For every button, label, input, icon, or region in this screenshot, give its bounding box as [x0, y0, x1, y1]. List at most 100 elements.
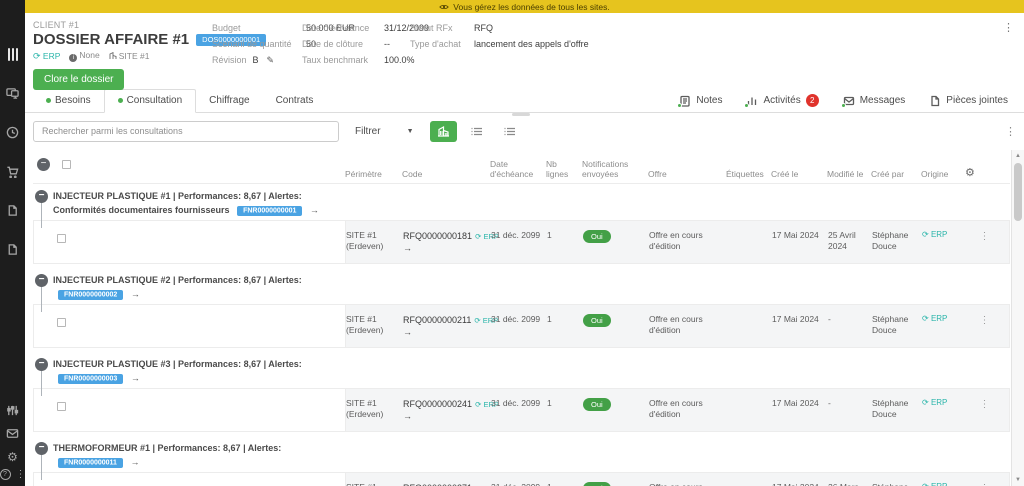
- cell-nb-lignes: 1: [547, 398, 583, 431]
- cell-etiquettes: [727, 398, 772, 431]
- header-more-icon[interactable]: ⋮: [1003, 21, 1014, 34]
- row-more-icon[interactable]: ⋮: [966, 314, 1009, 347]
- group-header: − THERMOFORMEUR #1 | Performances: 8,67 …: [33, 439, 355, 472]
- mail-icon[interactable]: [6, 427, 19, 440]
- more-icon[interactable]: ⋮: [16, 469, 26, 480]
- app-window: ⚙ ? ⋮ Vous gérez les données de tous les…: [0, 0, 1024, 486]
- oui-badge: Oui: [583, 482, 611, 486]
- col-etiquettes[interactable]: Étiquettes: [726, 169, 771, 179]
- document-icon[interactable]: [6, 243, 19, 256]
- select-all-checkbox[interactable]: [62, 160, 71, 169]
- open-row-arrow-icon[interactable]: →: [403, 242, 485, 254]
- tab-consultation[interactable]: Consultation: [104, 89, 197, 113]
- document-icon[interactable]: [6, 204, 19, 217]
- scroll-up-icon[interactable]: ▲: [1012, 150, 1024, 162]
- cell-echeance: 31 déc. 2099: [491, 314, 547, 347]
- tab-chiffrage[interactable]: Chiffrage: [196, 90, 262, 112]
- filter-dropdown[interactable]: Filtrer▼: [355, 126, 414, 137]
- cell-code: RFQ0000000241⟳ ERP →: [403, 398, 491, 431]
- cell-notifications: Oui: [583, 230, 649, 263]
- activites-button[interactable]: Activités 2: [746, 94, 818, 107]
- rfq-code-link[interactable]: RFQ0000000211: [403, 315, 471, 325]
- open-row-arrow-icon[interactable]: →: [403, 326, 485, 338]
- collapse-group-button[interactable]: −: [35, 358, 48, 371]
- workstations-icon[interactable]: [6, 87, 19, 100]
- statut-rfx-value: RFQ: [474, 23, 493, 33]
- cell-etiquettes: [727, 230, 772, 263]
- green-dot-icon: [118, 98, 123, 103]
- search-input[interactable]: [33, 121, 339, 142]
- rfq-code-link[interactable]: RFQ0000000241: [403, 399, 472, 409]
- group-header: − INJECTEUR PLASTIQUE #2 | Performances:…: [33, 271, 355, 304]
- tab-besoins[interactable]: Besoins: [33, 90, 104, 112]
- group-fnr-badge[interactable]: FNR0000000001: [237, 206, 302, 216]
- oui-badge: Oui: [583, 314, 611, 327]
- gear-icon[interactable]: ⚙: [6, 450, 19, 463]
- list-view-button[interactable]: [463, 121, 490, 142]
- tab-contrats[interactable]: Contrats: [263, 90, 327, 112]
- rfq-code-link[interactable]: RFQ0000000181: [403, 231, 472, 241]
- table-scrollbar[interactable]: ▲ ▼: [1011, 150, 1024, 486]
- cell-nb-lignes: 1: [547, 314, 583, 347]
- app-logo[interactable]: [6, 48, 19, 61]
- table-row[interactable]: SITE #1 (Erdeven) RFQ0000000181⟳ ERP → 3…: [33, 220, 1010, 264]
- open-group-arrow-icon[interactable]: →: [130, 457, 139, 467]
- cloture-value: --: [384, 39, 390, 49]
- collapse-group-button[interactable]: −: [35, 442, 48, 455]
- open-group-arrow-icon[interactable]: →: [131, 373, 140, 383]
- col-code[interactable]: Code: [402, 169, 490, 179]
- scrollbar-thumb[interactable]: [1014, 163, 1022, 221]
- collapse-group-button[interactable]: −: [35, 190, 48, 203]
- group-title: INJECTEUR PLASTIQUE #3 | Performances: 8…: [53, 359, 302, 369]
- toolbar-more-icon[interactable]: ⋮: [1005, 125, 1016, 138]
- row-checkbox[interactable]: [57, 234, 66, 243]
- col-nb-lignes[interactable]: Nb lignes: [546, 159, 582, 179]
- open-group-arrow-icon[interactable]: →: [131, 289, 140, 299]
- col-cree-le[interactable]: Créé le: [771, 169, 827, 179]
- col-echeance[interactable]: Date d'échéance: [490, 159, 546, 179]
- row-more-icon[interactable]: ⋮: [966, 230, 1009, 263]
- open-group-arrow-icon[interactable]: →: [310, 205, 319, 215]
- consultations-toolbar: Filtrer▼ ⋮: [25, 113, 1024, 149]
- compact-list-view-button[interactable]: [496, 121, 523, 142]
- row-more-icon[interactable]: ⋮: [966, 482, 1009, 486]
- group-by-site-view-button[interactable]: [430, 121, 457, 142]
- panel-drag-handle[interactable]: [512, 113, 530, 116]
- cart-icon[interactable]: [6, 165, 19, 178]
- attachment-icon: [929, 95, 941, 107]
- collapse-all-button[interactable]: −: [37, 158, 50, 171]
- edit-revision-icon[interactable]: ✎: [267, 55, 275, 66]
- table-row[interactable]: SITE #1 (Erdeven) RFQ0000000271⟳ ERP → 3…: [33, 472, 1010, 486]
- pieces-jointes-button[interactable]: Pièces jointes: [929, 95, 1008, 107]
- cell-notifications: Oui: [583, 314, 649, 347]
- row-select-cell: [34, 221, 346, 263]
- row-checkbox[interactable]: [57, 402, 66, 411]
- help-icon[interactable]: ?: [0, 469, 11, 480]
- sliders-icon[interactable]: [6, 404, 19, 417]
- col-cree-par[interactable]: Créé par: [871, 169, 921, 179]
- col-offre[interactable]: Offre: [648, 169, 726, 179]
- col-perimetre[interactable]: Périmètre: [345, 169, 402, 179]
- col-modifie-le[interactable]: Modifié le: [827, 169, 871, 179]
- table-row[interactable]: SITE #1 (Erdeven) RFQ0000000241⟳ ERP → 3…: [33, 388, 1010, 432]
- column-settings-icon[interactable]: ⚙: [965, 167, 975, 179]
- group-fnr-badge[interactable]: FNR0000000011: [58, 458, 123, 468]
- scroll-down-icon[interactable]: ▼: [1012, 474, 1024, 486]
- row-select-cell: [34, 305, 346, 347]
- col-origine[interactable]: Origine: [921, 169, 965, 179]
- building-icon: [109, 52, 117, 60]
- group-fnr-badge[interactable]: FNR0000000003: [58, 374, 123, 384]
- col-notifications[interactable]: Notifications envoyées: [582, 159, 648, 179]
- clock-icon[interactable]: [6, 126, 19, 139]
- notes-button[interactable]: Notes: [679, 95, 722, 107]
- messages-button[interactable]: Messages: [843, 95, 906, 107]
- row-more-icon[interactable]: ⋮: [966, 398, 1009, 431]
- collapse-group-button[interactable]: −: [35, 274, 48, 287]
- group-fnr-badge[interactable]: FNR0000000002: [58, 290, 123, 300]
- open-row-arrow-icon[interactable]: →: [403, 410, 485, 422]
- row-checkbox[interactable]: [57, 318, 66, 327]
- consultation-group: − INJECTEUR PLASTIQUE #1 | Performances:…: [33, 187, 1010, 264]
- close-dossier-button[interactable]: Clore le dossier: [33, 69, 124, 90]
- erp-sync-link[interactable]: ⟳ ERP: [33, 51, 60, 62]
- table-row[interactable]: SITE #1 (Erdeven) RFQ0000000211⟳ ERP → 3…: [33, 304, 1010, 348]
